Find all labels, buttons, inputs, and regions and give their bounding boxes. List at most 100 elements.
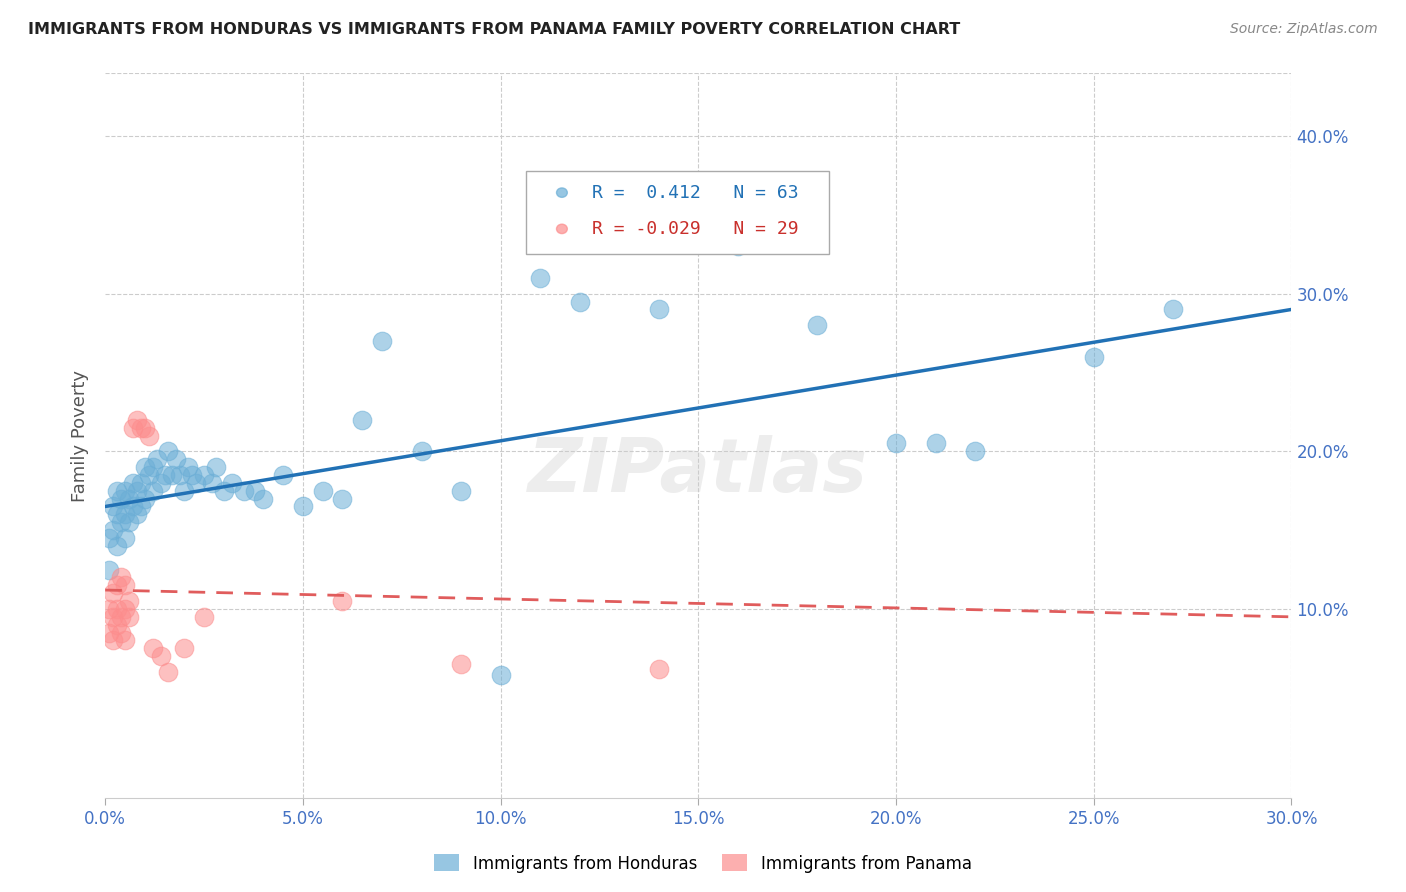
Point [101, 586, 124, 600]
Point [101, 610, 124, 624]
Point [110, 610, 132, 624]
Point [1161, 302, 1184, 317]
Point [118, 594, 141, 608]
Ellipse shape [557, 224, 567, 234]
Point [232, 483, 254, 498]
Text: IMMIGRANTS FROM HONDURAS VS IMMIGRANTS FROM PANAMA FAMILY POVERTY CORRELATION CH: IMMIGRANTS FROM HONDURAS VS IMMIGRANTS F… [28, 22, 960, 37]
Point [221, 475, 243, 490]
Point [105, 483, 128, 498]
Text: Source: ZipAtlas.com: Source: ZipAtlas.com [1230, 22, 1378, 37]
Point [125, 483, 148, 498]
Point [205, 460, 228, 475]
Point [252, 491, 274, 506]
Point [173, 483, 195, 498]
Point [114, 531, 136, 545]
Point [105, 508, 128, 522]
Point [149, 475, 172, 490]
Point [118, 491, 141, 506]
Point [118, 515, 141, 529]
Point [105, 539, 128, 553]
Point [110, 491, 132, 506]
Point [648, 662, 671, 676]
Point [122, 475, 145, 490]
Point [138, 467, 160, 482]
Point [157, 665, 180, 679]
Point [134, 460, 156, 475]
FancyBboxPatch shape [526, 171, 828, 254]
Point [450, 657, 472, 672]
Point [114, 578, 136, 592]
Point [450, 483, 472, 498]
Point [101, 500, 124, 514]
Point [142, 460, 165, 475]
Point [118, 610, 141, 624]
Point [245, 483, 267, 498]
Point [312, 483, 335, 498]
Ellipse shape [557, 188, 567, 197]
Point [142, 641, 165, 656]
Point [186, 475, 208, 490]
Point [201, 475, 224, 490]
Text: ZIPatlas: ZIPatlas [529, 435, 869, 508]
Point [529, 271, 551, 285]
Point [806, 318, 828, 333]
Text: R =  0.412   N = 63: R = 0.412 N = 63 [592, 184, 799, 202]
Point [134, 420, 156, 434]
Point [332, 491, 354, 506]
Point [125, 413, 148, 427]
Point [162, 467, 184, 482]
Point [110, 515, 132, 529]
Point [110, 570, 132, 584]
Point [98, 602, 121, 616]
Point [129, 420, 152, 434]
Y-axis label: Family Poverty: Family Poverty [72, 369, 89, 501]
Point [489, 668, 512, 682]
Point [165, 452, 187, 467]
Point [291, 500, 314, 514]
Point [965, 444, 987, 458]
Point [142, 483, 165, 498]
Point [98, 625, 121, 640]
Point [271, 467, 294, 482]
Point [169, 467, 191, 482]
Legend: Immigrants from Honduras, Immigrants from Panama: Immigrants from Honduras, Immigrants fro… [427, 847, 979, 880]
Point [134, 491, 156, 506]
Point [568, 294, 591, 309]
Point [924, 436, 946, 450]
Point [101, 633, 124, 648]
Point [1083, 350, 1105, 364]
Point [114, 483, 136, 498]
Point [371, 334, 394, 348]
Point [727, 239, 749, 253]
Point [149, 649, 172, 664]
Point [352, 413, 374, 427]
Point [181, 467, 204, 482]
Point [332, 594, 354, 608]
Point [884, 436, 907, 450]
Point [101, 523, 124, 537]
Point [105, 617, 128, 632]
Point [193, 467, 215, 482]
Point [98, 563, 121, 577]
Point [125, 508, 148, 522]
Point [212, 483, 235, 498]
Point [105, 602, 128, 616]
Point [114, 602, 136, 616]
Point [138, 428, 160, 442]
Point [105, 578, 128, 592]
Point [145, 452, 167, 467]
Point [193, 610, 215, 624]
Point [153, 467, 176, 482]
Point [98, 531, 121, 545]
Point [122, 420, 145, 434]
Text: R = -0.029   N = 29: R = -0.029 N = 29 [592, 220, 799, 238]
Point [411, 444, 433, 458]
Point [157, 444, 180, 458]
Point [129, 475, 152, 490]
Point [129, 500, 152, 514]
Point [173, 641, 195, 656]
Point [122, 500, 145, 514]
Point [114, 508, 136, 522]
Point [114, 633, 136, 648]
Point [110, 625, 132, 640]
